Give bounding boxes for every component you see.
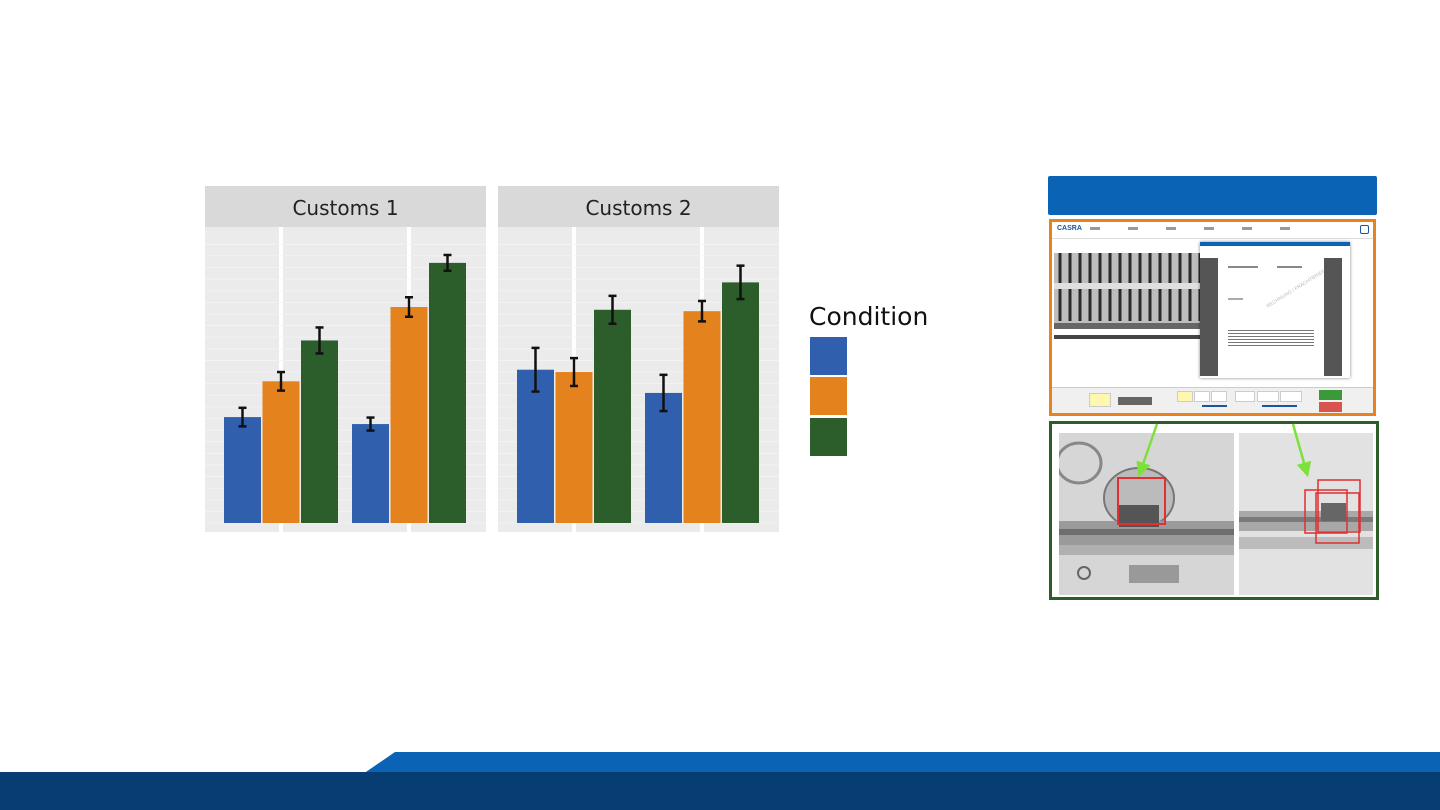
- legend-key-1: [810, 337, 847, 375]
- bar: [262, 381, 300, 523]
- screening-software-screenshot: CASRA LIST DOCUMENT REC: [1049, 219, 1376, 416]
- control-bar: [1052, 387, 1373, 413]
- bar: [390, 307, 428, 523]
- accept-button[interactable]: [1319, 390, 1342, 400]
- bar: [301, 340, 338, 523]
- bar-plot-customs-2: [498, 227, 779, 532]
- slider[interactable]: [1262, 405, 1297, 407]
- toolbar-button[interactable]: [1211, 391, 1227, 402]
- bar: [517, 369, 554, 523]
- legend-title: Condition: [809, 302, 929, 331]
- toolbar-button[interactable]: [1257, 391, 1279, 402]
- legend-key-2: [810, 377, 847, 415]
- section-header-bar: [1048, 176, 1377, 215]
- slider[interactable]: [1202, 405, 1227, 407]
- truck-thumbnail: [1114, 391, 1159, 409]
- facet-title-customs-1: Customs 1: [205, 186, 486, 227]
- legend-key-3: [810, 418, 847, 456]
- facet-title-customs-2: Customs 2: [498, 186, 779, 227]
- bar: [683, 311, 721, 523]
- xray-crop-left: [1059, 433, 1234, 595]
- toolbar-button[interactable]: [1177, 391, 1193, 402]
- bar: [224, 417, 261, 523]
- facet-panel-customs-2: Customs 2: [498, 186, 779, 532]
- document-viewer-popup: LIST DOCUMENT RECHNUNG / FRACHTBRIEF: [1200, 242, 1350, 378]
- bar: [594, 309, 631, 523]
- bar: [722, 282, 759, 523]
- footer-band-dark: [0, 772, 1440, 810]
- app-topbar: CASRA: [1052, 222, 1373, 239]
- bar-plot-customs-1: [205, 227, 486, 532]
- xray-crop-right: [1239, 433, 1373, 595]
- settings-icon[interactable]: [1360, 225, 1369, 234]
- status-chip: [1089, 393, 1111, 407]
- xray-detail-frame: [1049, 421, 1379, 600]
- bar: [429, 262, 466, 523]
- toolbar-button[interactable]: [1235, 391, 1255, 402]
- document-page: RECHNUNG / FRACHTBRIEF: [1222, 258, 1326, 376]
- bar: [555, 372, 593, 523]
- facet-panel-customs-1: Customs 1: [205, 186, 486, 532]
- toolbar-button[interactable]: [1194, 391, 1210, 402]
- bar: [352, 424, 389, 523]
- reject-button[interactable]: [1319, 402, 1342, 412]
- document-watermark: RECHNUNG / FRACHTBRIEF: [1265, 268, 1327, 310]
- app-logo: CASRA: [1057, 225, 1082, 232]
- toolbar-button[interactable]: [1280, 391, 1302, 402]
- bar: [645, 392, 682, 523]
